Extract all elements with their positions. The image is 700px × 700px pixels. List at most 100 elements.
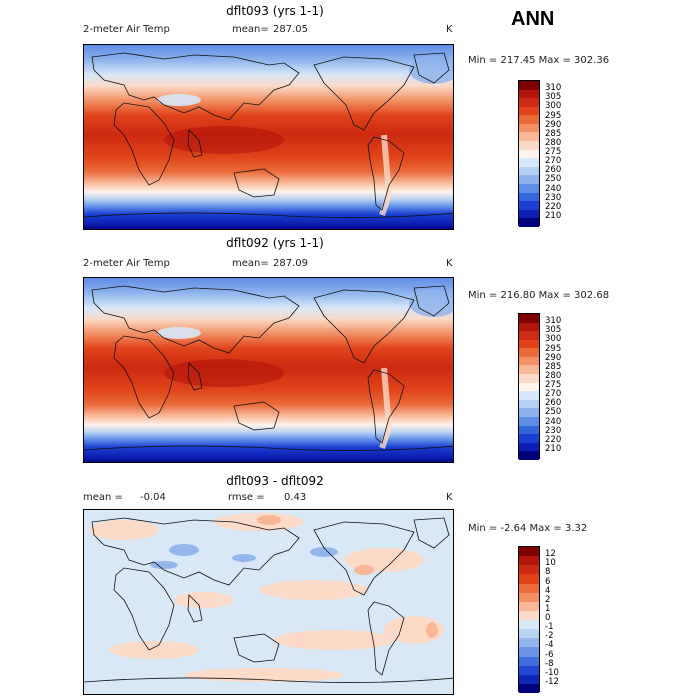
colorbar-tick-label: 12	[545, 549, 556, 560]
colorbar-swatch	[519, 322, 539, 332]
colorbar-tick-label: 295	[545, 110, 562, 121]
panel-1-mean-label: mean=	[232, 24, 269, 35]
panel-3-mean-label: mean =	[83, 492, 123, 503]
panel-1-map	[83, 44, 454, 230]
colorbar-tick-label: -2	[545, 631, 554, 642]
colorbar-tick-label: 305	[545, 92, 562, 103]
colorbar-tick-label: 220	[545, 201, 562, 212]
colorbar-swatch	[519, 665, 539, 675]
colorbar-tick-label: 280	[545, 137, 562, 148]
colorbar-tick-label: 230	[545, 192, 562, 203]
colorbar-swatch	[519, 674, 539, 684]
colorbar-tick-label: -6	[545, 649, 554, 660]
colorbar-swatch	[519, 175, 539, 184]
season-label: ANN	[511, 8, 555, 30]
colorbar-tick-label: 310	[545, 83, 562, 94]
colorbar-swatch	[519, 391, 539, 400]
panel-2-title: dflt092 (yrs 1-1)	[226, 236, 324, 250]
colorbar-swatch	[519, 583, 539, 593]
coastline-outlines	[84, 517, 453, 683]
colorbar-swatch	[519, 339, 539, 349]
colorbar-swatch	[519, 629, 539, 639]
coastline-outlines	[84, 285, 453, 451]
colorbar-tick-label: 280	[545, 370, 562, 381]
colorbar-swatch	[519, 331, 539, 340]
panel-1-colorbar	[518, 80, 540, 227]
panel-2-minmax: Min = 216.80 Max = 302.68	[468, 290, 610, 301]
colorbar-tick-label: 210	[545, 443, 562, 454]
difference-field	[84, 510, 453, 694]
colorbar-swatch	[519, 132, 539, 142]
panel-1-title: dflt093 (yrs 1-1)	[226, 4, 324, 18]
panel-2-colorbar	[518, 313, 540, 460]
colorbar-swatch	[519, 106, 539, 116]
colorbar-tick-label: 4	[545, 585, 551, 596]
colorbar-swatch	[519, 434, 539, 443]
colorbar-tick-label: 290	[545, 119, 562, 130]
panel-3-title: dflt093 - dflt092	[226, 474, 324, 488]
colorbar-swatch	[519, 647, 539, 657]
colorbar-tick-label: 275	[545, 147, 562, 157]
panel-3-minmax: Min = -2.64 Max = 3.32	[468, 523, 588, 534]
colorbar-swatch	[519, 592, 539, 602]
colorbar-swatch	[519, 166, 539, 176]
colorbar-swatch	[519, 115, 539, 124]
panel-1-variable-label: 2-meter Air Temp	[83, 24, 170, 35]
colorbar-swatch	[519, 158, 539, 167]
colorbar-tick-label: 1	[545, 603, 551, 614]
colorbar-swatch	[519, 638, 539, 648]
colorbar-tick-label: 305	[545, 325, 562, 336]
colorbar-tick-label: 285	[545, 128, 562, 139]
colorbar-tick-label: 295	[545, 343, 562, 354]
colorbar-swatch	[519, 399, 539, 409]
colorbar-swatch	[519, 365, 539, 375]
panel-3-map	[83, 509, 454, 695]
panel-2-mean-label: mean=	[232, 258, 269, 269]
colorbar-tick-label: 285	[545, 361, 562, 372]
colorbar-tick-label: 6	[545, 576, 551, 587]
colorbar-swatch	[519, 209, 539, 219]
colorbar-tick-label: 220	[545, 434, 562, 445]
colorbar-swatch	[519, 601, 539, 611]
colorbar-swatch	[519, 149, 539, 159]
colorbar-tick-label: 270	[545, 389, 562, 400]
panel-3-rmse-label: rmse =	[228, 492, 265, 503]
colorbar-tick-label: 10	[545, 558, 556, 569]
colorbar-swatch	[519, 81, 539, 90]
colorbar-tick-label: 8	[545, 567, 551, 578]
colorbar-tick-label: 0	[545, 613, 551, 623]
colorbar-tick-label: 240	[545, 416, 562, 427]
panel-2-map	[83, 277, 454, 463]
colorbar-swatch	[519, 556, 539, 566]
panel-1-mean-value: 287.05	[273, 24, 308, 35]
colorbar-swatch	[519, 565, 539, 575]
colorbar-tick-label: 2	[545, 594, 551, 605]
colorbar-swatch	[519, 348, 539, 357]
coastline-outlines	[84, 52, 453, 218]
panel-1-units: K	[446, 24, 453, 35]
negative-anomalies	[150, 544, 338, 569]
colorbar-tick-label: 300	[545, 334, 562, 345]
colorbar-swatch	[519, 89, 539, 99]
panel-3-mean-value: -0.04	[140, 492, 166, 503]
colorbar-tick-label: 250	[545, 174, 562, 185]
colorbar-swatch	[519, 218, 539, 227]
colorbar-tick-label: 275	[545, 380, 562, 390]
panel-3-units: K	[446, 492, 453, 503]
colorbar-swatch	[519, 356, 539, 366]
panel-2-mean-value: 287.09	[273, 258, 308, 269]
colorbar-tick-label: 260	[545, 398, 562, 409]
colorbar-swatch	[519, 201, 539, 210]
colorbar-swatch	[519, 451, 539, 460]
colorbar-swatch	[519, 574, 539, 584]
colorbar-swatch	[519, 620, 539, 630]
colorbar-tick-label: 290	[545, 352, 562, 363]
colorbar-swatch	[519, 183, 539, 193]
colorbar-tick-label: -8	[545, 658, 554, 669]
colorbar-swatch	[519, 374, 539, 383]
colorbar-swatch	[519, 442, 539, 452]
colorbar-tick-label: -1	[545, 622, 554, 633]
panel-3-rmse-value: 0.43	[284, 492, 307, 503]
colorbar-tick-label: 270	[545, 156, 562, 167]
colorbar-swatch	[519, 683, 539, 693]
